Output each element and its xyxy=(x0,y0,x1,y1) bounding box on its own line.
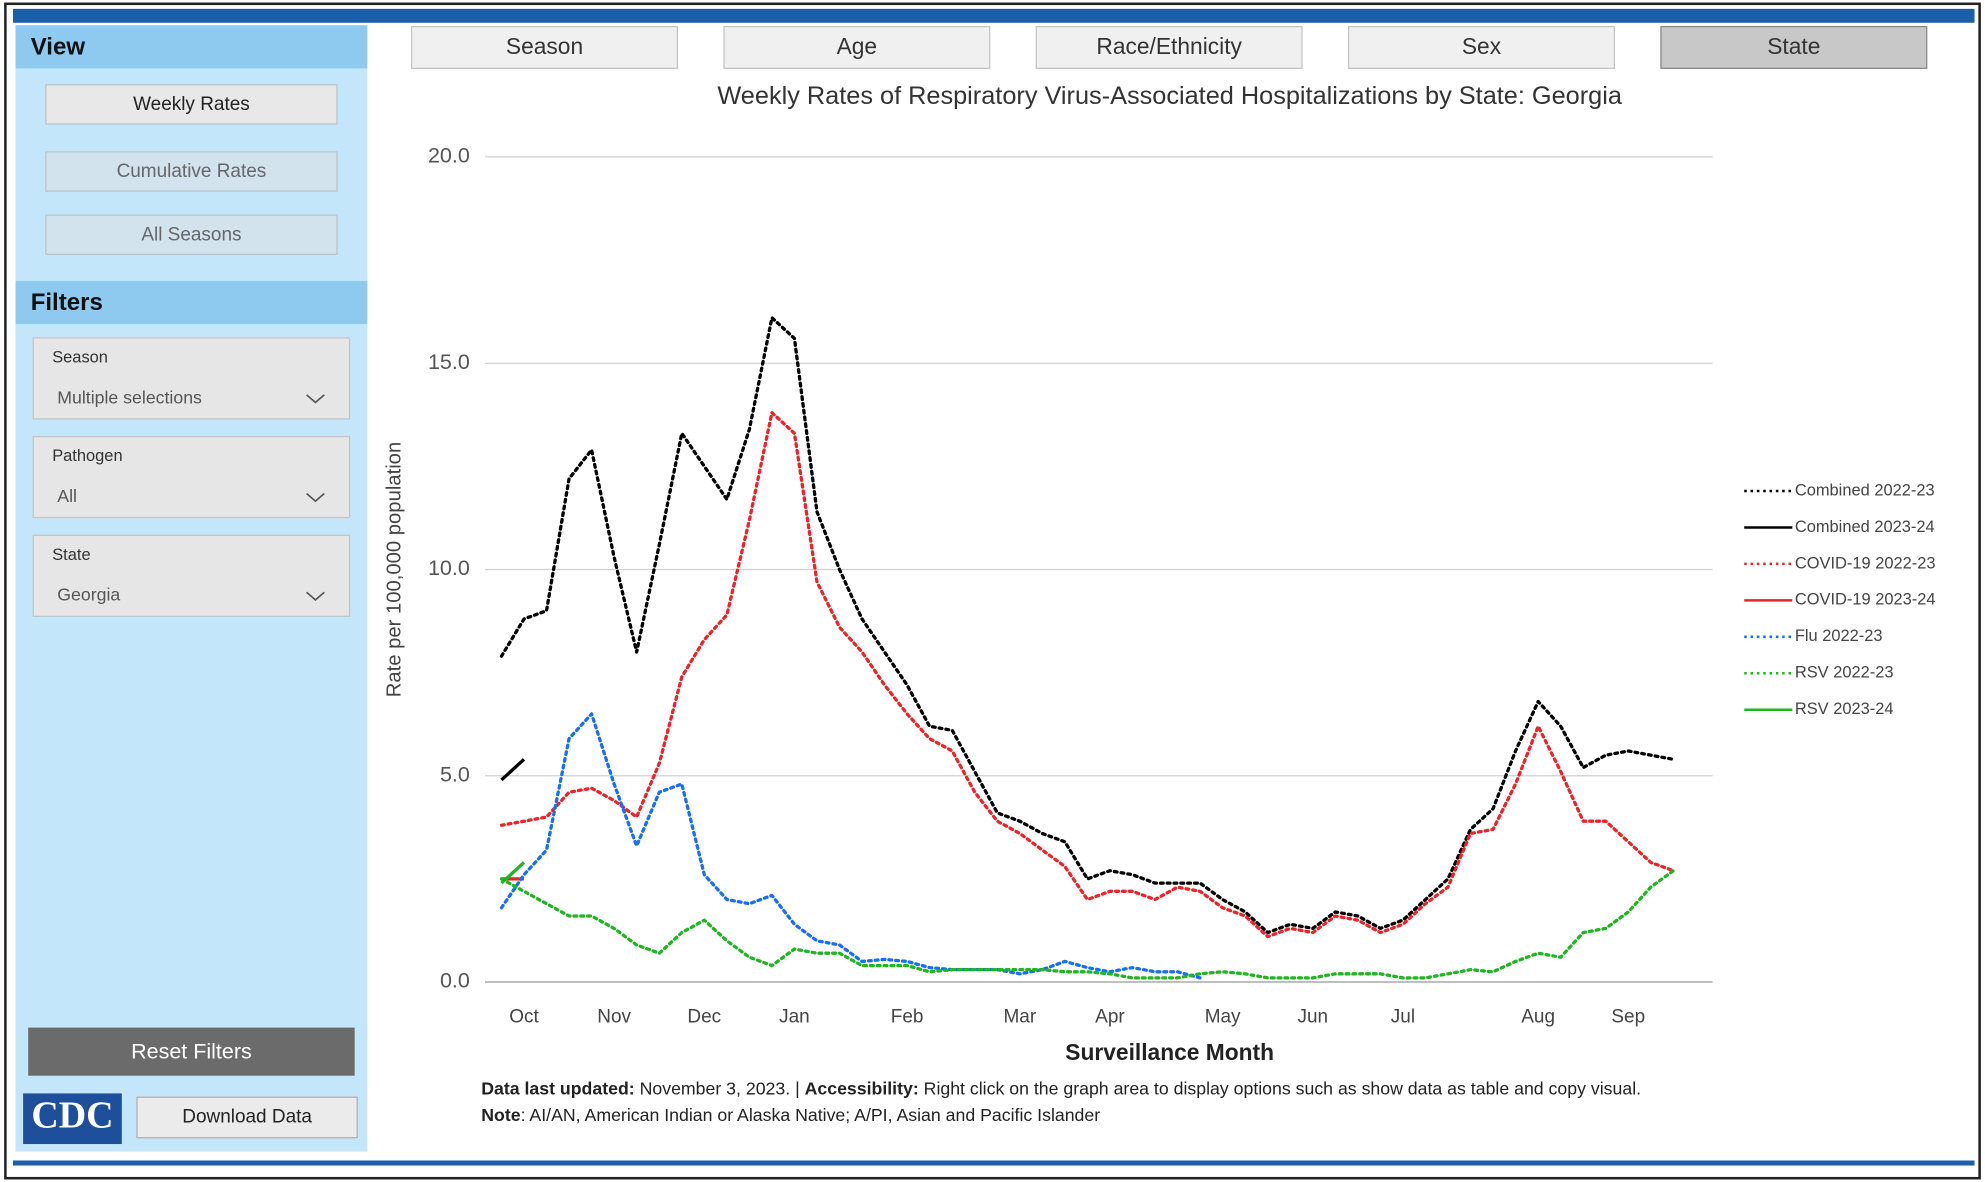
legend-label: RSV 2023-24 xyxy=(1795,700,1894,718)
tab[interactable] xyxy=(1347,25,1616,69)
view-button-label: All Seasons xyxy=(141,224,241,245)
y-axis-label: Rate per 100,000 population xyxy=(384,442,406,697)
tab[interactable] xyxy=(410,25,679,69)
view-button[interactable] xyxy=(45,214,338,256)
tab[interactable] xyxy=(1660,25,1928,69)
view-button[interactable] xyxy=(45,151,338,192)
filter-card[interactable] xyxy=(32,435,351,519)
view-button-label: Cumulative Rates xyxy=(117,161,267,182)
x-tick-label: Jul xyxy=(1391,1006,1415,1027)
view-title: View xyxy=(31,33,86,60)
series-line xyxy=(500,861,526,885)
x-tick-label: Feb xyxy=(891,1006,924,1027)
series-line xyxy=(500,758,526,782)
tab-label: State xyxy=(1767,33,1820,59)
chart-title: Weekly Rates of Respiratory Virus-Associ… xyxy=(717,82,1622,110)
footer-label: Data last updated: xyxy=(481,1078,634,1098)
dropdown-arrow xyxy=(306,591,325,601)
tab-label: Race/Ethnicity xyxy=(1096,33,1242,59)
cdc-logo xyxy=(23,1093,122,1145)
x-tick-label: May xyxy=(1205,1006,1241,1027)
footer-text: November 3, 2023. | xyxy=(635,1078,805,1098)
x-tick-label: Oct xyxy=(509,1006,539,1027)
tab-label: Sex xyxy=(1462,33,1502,59)
filters-header xyxy=(15,280,368,324)
legend-label: COVID-19 2022-23 xyxy=(1795,554,1936,572)
cdc-logo-text: CDC xyxy=(31,1094,113,1136)
series-line xyxy=(499,411,1675,939)
top-bar xyxy=(12,8,1975,23)
filter-card[interactable] xyxy=(32,337,351,420)
filter-value: Georgia xyxy=(57,585,120,605)
reset-label: Reset Filters xyxy=(131,1040,252,1064)
x-axis-label: Surveillance Month xyxy=(1065,1039,1274,1065)
x-tick-label: Dec xyxy=(687,1006,721,1027)
series-line xyxy=(499,316,1675,935)
legend-label: COVID-19 2023-24 xyxy=(1795,591,1936,609)
x-tick-label: Aug xyxy=(1521,1006,1555,1027)
filter-card[interactable] xyxy=(32,534,351,617)
filters-title: Filters xyxy=(31,289,103,316)
x-tick-label: Jun xyxy=(1297,1006,1328,1027)
x-tick-label: Apr xyxy=(1095,1006,1125,1027)
filter-value: Multiple selections xyxy=(57,387,202,407)
y-tick-label: 0.0 xyxy=(440,969,470,993)
tab[interactable] xyxy=(723,25,991,69)
tab[interactable] xyxy=(1035,25,1303,69)
bottom-bar xyxy=(12,1160,1975,1166)
download-button[interactable] xyxy=(136,1096,358,1139)
series-line xyxy=(499,869,1675,980)
y-tick-label: 5.0 xyxy=(440,762,470,786)
footer-line-1: Data last updated: November 3, 2023. | A… xyxy=(481,1078,1641,1098)
filter-value: All xyxy=(57,486,77,506)
footer-line-2: Note: AI/AN, American Indian or Alaska N… xyxy=(481,1105,1100,1125)
frame xyxy=(4,2,1981,1180)
download-label: Download Data xyxy=(182,1106,312,1127)
x-tick-label: Jan xyxy=(779,1006,810,1027)
footer-label: Note xyxy=(481,1105,520,1125)
x-tick-label: Nov xyxy=(597,1006,631,1027)
y-tick-label: 20.0 xyxy=(428,144,470,168)
dropdown-arrow xyxy=(306,394,325,404)
dropdown-arrow xyxy=(306,492,325,503)
y-tick-label: 10.0 xyxy=(428,556,470,580)
filter-label: Pathogen xyxy=(52,447,122,465)
view-header xyxy=(15,25,368,69)
x-tick-label: Sep xyxy=(1611,1006,1645,1027)
footer-text: : AI/AN, American Indian or Alaska Nativ… xyxy=(521,1105,1101,1125)
reset-button[interactable] xyxy=(28,1027,355,1076)
legend-label: RSV 2022-23 xyxy=(1795,664,1894,682)
legend-label: Combined 2023-24 xyxy=(1795,518,1935,536)
filter-label: Season xyxy=(52,348,108,366)
x-tick-label: Mar xyxy=(1003,1006,1036,1027)
legend-label: Flu 2022-23 xyxy=(1795,627,1883,645)
y-tick-label: 15.0 xyxy=(428,350,470,374)
filter-label: State xyxy=(52,546,90,564)
legend-label: Combined 2022-23 xyxy=(1795,481,1935,499)
chart: Weekly Rates of Respiratory Virus-Associ… xyxy=(384,82,1936,1065)
view-buttons: Weekly Rates Cumulative Rates All Seasons xyxy=(45,84,338,256)
tab-label: Age xyxy=(837,33,878,59)
view-button[interactable] xyxy=(45,84,338,125)
footer-label: Accessibility: xyxy=(805,1078,919,1098)
tab-label: Season xyxy=(506,33,583,59)
series-line xyxy=(499,712,1202,980)
filters: Season Multiple selections Pathogen All Stat… xyxy=(32,337,351,617)
view-button-label: Weekly Rates xyxy=(133,94,250,115)
tabs: Season Age Race/Ethnicity Sex State xyxy=(410,25,1928,69)
footer-text: Right click on the graph area to display… xyxy=(919,1078,1641,1098)
